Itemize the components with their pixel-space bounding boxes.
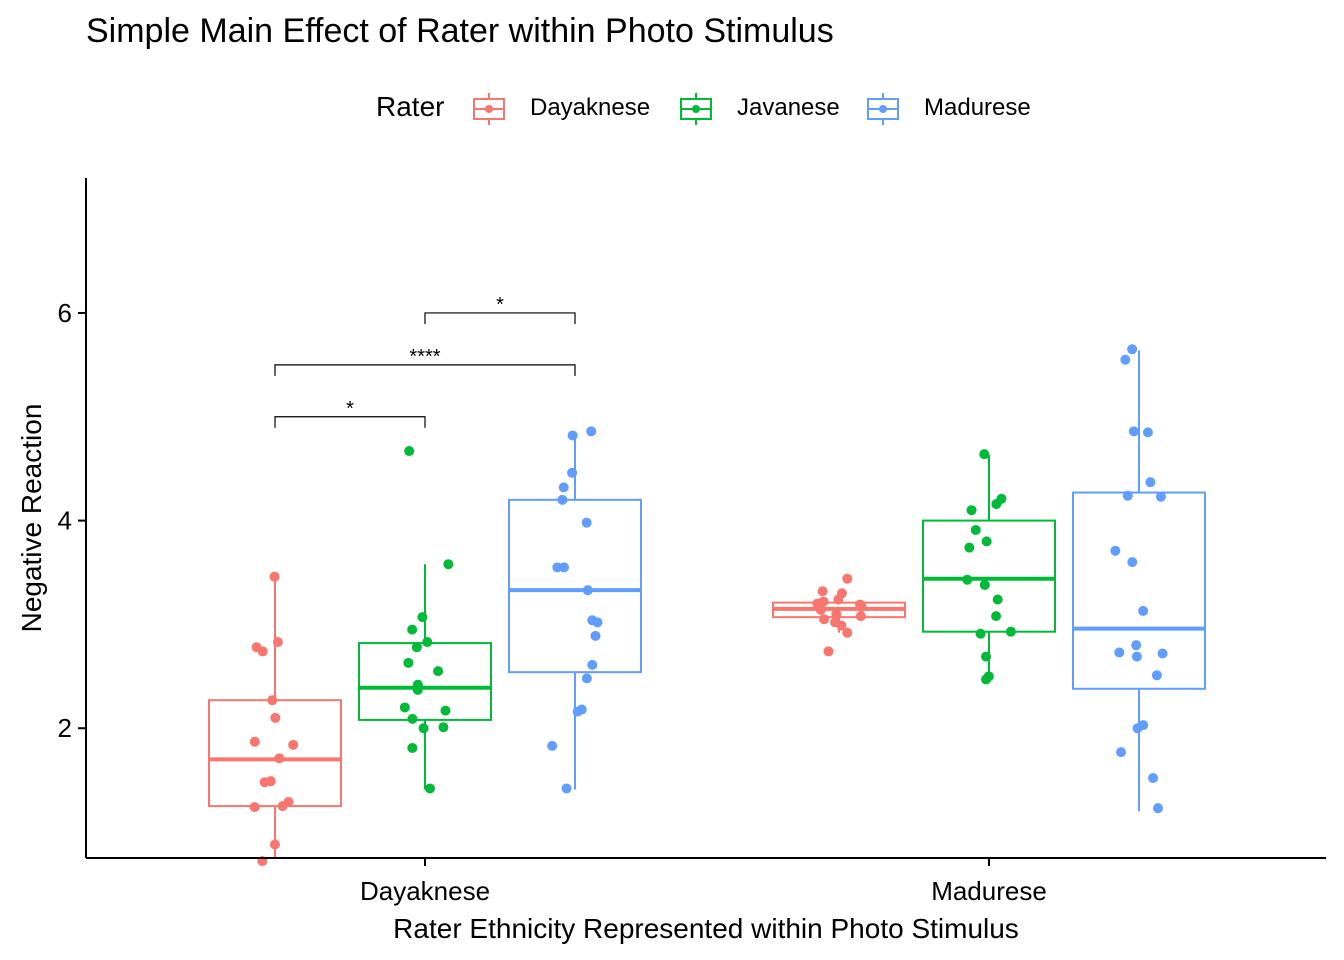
dayaknese-rater-madurese-stimulus-point (842, 573, 853, 584)
y-tick-label: 6 (58, 298, 72, 328)
javanese-rater-dayaknese-stimulus-point (440, 705, 451, 716)
javanese-rater-madurese-stimulus-point (991, 611, 1002, 622)
legend-key-madurese (867, 93, 899, 125)
madurese-rater-madurese-stimulus-point (1151, 670, 1162, 681)
dayaknese-rater-dayaknese-stimulus-point (288, 739, 299, 750)
madurese-rater-madurese-stimulus-point (1131, 651, 1142, 662)
significance-bracket (274, 364, 576, 376)
javanese-rater-madurese-stimulus-point (975, 628, 986, 639)
madurese-rater-dayaknese-stimulus-point (547, 740, 558, 751)
javanese-rater-dayaknese-stimulus-point (443, 559, 454, 570)
madurese-rater-madurese-stimulus-box (1072, 491, 1206, 690)
madurese-rater-madurese-stimulus-point (1120, 354, 1131, 365)
madurese-rater-madurese-stimulus-point (1131, 640, 1142, 651)
madurese-rater-dayaknese-stimulus-point (558, 562, 569, 573)
legend-label-dayaknese: Dayaknese (530, 94, 651, 121)
madurese-rater-madurese-stimulus-point (1157, 648, 1168, 659)
significance-label: * (346, 398, 354, 420)
javanese-rater-dayaknese-stimulus-point (407, 742, 418, 753)
javanese-rater-madurese-stimulus-point (970, 524, 981, 535)
madurese-rater-madurese-stimulus-point (1142, 427, 1153, 438)
x-tick-label: Dayaknese (360, 876, 490, 906)
y-tick-label: 2 (58, 713, 72, 743)
javanese-rater-madurese-stimulus-point (991, 498, 1002, 509)
legend-key-javanese (680, 93, 712, 125)
significance-label: **** (409, 346, 440, 368)
javanese-rater-dayaknese-stimulus-box (358, 642, 492, 721)
madurese-rater-madurese-stimulus-point (1128, 426, 1139, 437)
points-layer (249, 344, 1168, 867)
madurese-rater-madurese-stimulus-point (1148, 773, 1159, 784)
javanese-rater-madurese-stimulus-point (981, 536, 992, 547)
javanese-rater-madurese-stimulus-point (966, 505, 977, 516)
madurese-rater-madurese-stimulus-point (1138, 605, 1149, 616)
axes-layer: 2 4 6 Dayaknese Madurese Rater Ethnicity Repr… (16, 178, 1326, 944)
javanese-rater-madurese-stimulus-box (922, 519, 1056, 633)
madurese-rater-dayaknese-stimulus-point (581, 517, 592, 528)
javanese-rater-madurese-stimulus-point (992, 594, 1003, 605)
madurese-rater-madurese-stimulus-point (1145, 477, 1156, 488)
x-tick-label: Madurese (931, 876, 1047, 906)
legend-key-dayaknese (473, 93, 505, 125)
dayaknese-rater-madurese-stimulus-point (819, 614, 830, 625)
javanese-rater-dayaknese-stimulus-point (424, 783, 435, 794)
x-axis-title: Rater Ethnicity Represented within Photo… (393, 913, 1019, 944)
madurese-rater-dayaknese-stimulus-point (581, 673, 592, 684)
javanese-rater-madurese-stimulus-point (979, 579, 990, 590)
madurese-rater-dayaknese-stimulus-point (561, 783, 572, 794)
legend-label-madurese: Madurese (924, 94, 1031, 121)
madurese-rater-dayaknese-stimulus-box (508, 498, 642, 674)
javanese-rater-madurese-stimulus-point (979, 449, 990, 460)
boxes-layer (208, 350, 1206, 858)
javanese-rater-dayaknese-stimulus-point (411, 642, 422, 653)
significance-label: * (496, 294, 504, 316)
javanese-rater-dayaknese-stimulus-point (407, 713, 418, 724)
dayaknese-rater-dayaknese-stimulus-point (270, 712, 281, 723)
dayaknese-rater-dayaknese-stimulus-point (259, 777, 270, 788)
significance-bracket (424, 312, 576, 324)
significance-layer: ****** (274, 294, 576, 428)
madurese-rater-dayaknese-stimulus-point (558, 482, 569, 493)
legend-label-javanese: Javanese (737, 94, 840, 121)
madurese-rater-dayaknese-stimulus-point (590, 630, 601, 641)
y-axis-title: Negative Reaction (16, 404, 47, 633)
dayaknese-rater-dayaknese-stimulus-point (249, 736, 260, 747)
dayaknese-rater-madurese-stimulus-point (823, 646, 834, 657)
javanese-rater-dayaknese-stimulus-point (404, 446, 415, 457)
significance-bracket (274, 416, 426, 428)
javanese-rater-dayaknese-stimulus-point (418, 723, 429, 734)
javanese-rater-dayaknese-stimulus-point (438, 722, 449, 733)
javanese-rater-dayaknese-stimulus-point (403, 657, 414, 668)
madurese-rater-madurese-stimulus-point (1127, 344, 1138, 355)
dayaknese-rater-dayaknese-stimulus-box (208, 699, 342, 808)
javanese-rater-dayaknese-stimulus-point (399, 702, 410, 713)
javanese-rater-dayaknese-stimulus-point (407, 624, 418, 635)
madurese-rater-dayaknese-stimulus-point (586, 426, 597, 437)
legend: Rater Dayaknese Javanese Madurese (0, 86, 1344, 130)
madurese-rater-madurese-stimulus-point (1127, 557, 1138, 568)
y-tick-label: 4 (58, 506, 72, 536)
madurese-rater-dayaknese-stimulus-point (567, 430, 578, 441)
dayaknese-rater-dayaknese-stimulus-point (249, 802, 260, 813)
madurese-rater-madurese-stimulus-point (1132, 723, 1143, 734)
madurese-rater-madurese-stimulus-point (1153, 803, 1164, 814)
madurese-rater-madurese-stimulus-point (1116, 747, 1127, 758)
dayaknese-rater-madurese-stimulus-point (842, 627, 853, 638)
dayaknese-rater-madurese-stimulus-point (817, 586, 828, 597)
javanese-rater-dayaknese-stimulus-point (422, 637, 433, 648)
chart-title: Simple Main Effect of Rater within Photo… (86, 12, 834, 50)
madurese-rater-madurese-stimulus-point (1110, 545, 1121, 556)
javanese-rater-madurese-stimulus-point (964, 542, 975, 553)
dayaknese-rater-dayaknese-stimulus-point (257, 646, 268, 657)
legend-title: Rater (376, 91, 445, 122)
dayaknese-rater-madurese-stimulus-point (855, 611, 866, 622)
madurese-rater-dayaknese-stimulus-point (587, 659, 598, 670)
madurese-rater-madurese-stimulus-point (1155, 491, 1166, 502)
madurese-rater-dayaknese-stimulus-point (592, 617, 603, 628)
javanese-rater-dayaknese-stimulus-point (433, 666, 444, 677)
madurese-rater-madurese-stimulus-point (1114, 647, 1125, 658)
